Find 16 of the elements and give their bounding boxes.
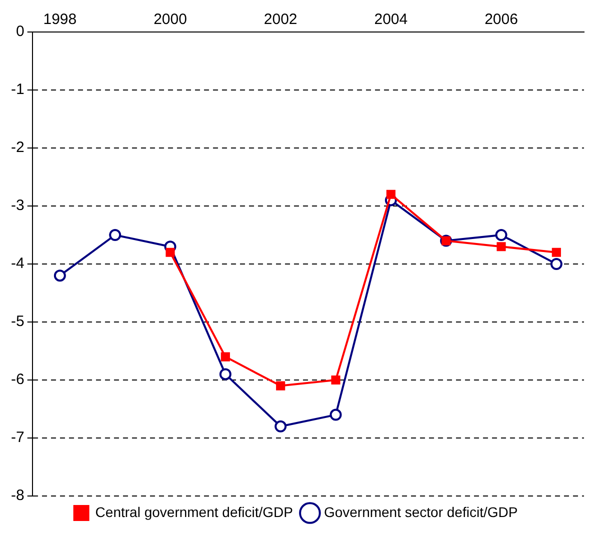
x-tick-label: 1998 [43,11,77,28]
y-tick-label: -6 [10,371,24,388]
y-tick-label: -8 [10,487,24,504]
y-tick-label: -2 [10,139,24,156]
y-tick-label: 0 [16,23,24,40]
legend-label: Central government deficit/GDP [95,504,293,520]
x-tick-label: 2000 [154,11,187,28]
y-tick-label: -3 [10,197,24,214]
x-tick-label: 2006 [484,11,518,28]
legend-label: Government sector deficit/GDP [324,504,518,520]
y-tick-label: -5 [10,313,24,330]
x-tick-label: 2002 [264,11,298,28]
y-tick-label: -7 [10,429,24,446]
y-tick-label: -4 [10,255,24,272]
x-tick-label: 2004 [374,11,408,28]
y-tick-label: -1 [10,81,24,98]
